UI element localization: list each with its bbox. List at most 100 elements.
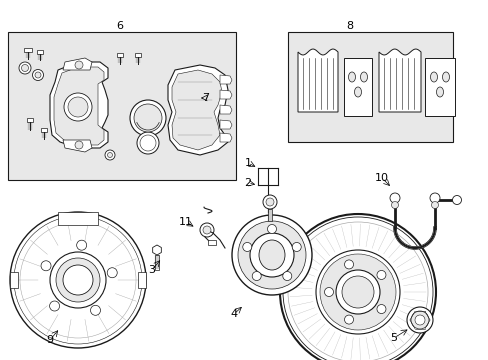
Polygon shape (135, 53, 141, 57)
Circle shape (249, 233, 293, 277)
Circle shape (77, 240, 86, 250)
Circle shape (283, 217, 432, 360)
Text: 10: 10 (374, 173, 388, 183)
Circle shape (75, 141, 83, 149)
Polygon shape (58, 212, 98, 225)
Circle shape (49, 301, 60, 311)
Circle shape (265, 198, 273, 206)
Polygon shape (138, 272, 146, 288)
Circle shape (56, 258, 100, 302)
Circle shape (341, 276, 373, 308)
Circle shape (451, 195, 461, 204)
Bar (287, 32, 452, 142)
Circle shape (282, 271, 291, 280)
Circle shape (21, 64, 28, 72)
Circle shape (203, 226, 210, 234)
Polygon shape (41, 128, 47, 132)
Circle shape (32, 69, 43, 81)
Circle shape (315, 250, 399, 334)
Polygon shape (152, 245, 161, 255)
Polygon shape (220, 105, 231, 114)
Text: 4: 4 (230, 309, 237, 319)
Polygon shape (50, 62, 108, 148)
Text: 9: 9 (46, 335, 54, 345)
Circle shape (414, 315, 424, 325)
Polygon shape (220, 90, 231, 99)
Circle shape (107, 153, 112, 158)
Circle shape (90, 305, 101, 315)
Circle shape (252, 271, 261, 280)
Circle shape (324, 288, 333, 297)
Text: 6: 6 (116, 21, 123, 31)
Circle shape (200, 223, 214, 237)
Circle shape (376, 305, 385, 314)
Circle shape (344, 260, 353, 269)
Circle shape (319, 254, 395, 330)
Circle shape (137, 132, 159, 154)
Polygon shape (168, 65, 227, 155)
Ellipse shape (354, 87, 361, 97)
Polygon shape (172, 70, 222, 150)
Text: 1: 1 (244, 158, 251, 168)
Circle shape (376, 270, 385, 279)
Polygon shape (220, 75, 231, 84)
Polygon shape (220, 133, 231, 142)
Circle shape (267, 225, 276, 234)
Circle shape (64, 93, 92, 121)
Circle shape (50, 252, 106, 308)
Text: 11: 11 (179, 217, 193, 227)
Text: 7: 7 (202, 93, 209, 103)
Circle shape (389, 193, 399, 203)
Ellipse shape (436, 87, 443, 97)
Polygon shape (63, 58, 92, 70)
Circle shape (75, 61, 83, 69)
Bar (8, 32, 236, 180)
Circle shape (19, 62, 31, 74)
Circle shape (10, 212, 146, 348)
Circle shape (280, 214, 435, 360)
Circle shape (63, 265, 93, 295)
Polygon shape (424, 58, 454, 116)
Circle shape (429, 193, 439, 203)
Bar (267, 209, 271, 221)
Circle shape (41, 261, 51, 271)
Circle shape (231, 215, 311, 295)
Circle shape (344, 315, 353, 324)
Polygon shape (220, 120, 231, 129)
Circle shape (242, 243, 251, 252)
Circle shape (238, 221, 305, 289)
Polygon shape (378, 49, 420, 112)
Circle shape (335, 270, 379, 314)
Ellipse shape (442, 72, 448, 82)
Circle shape (430, 202, 438, 208)
Circle shape (292, 243, 301, 252)
Circle shape (406, 307, 432, 333)
Polygon shape (24, 48, 32, 52)
Circle shape (263, 195, 276, 209)
Text: 5: 5 (390, 333, 397, 343)
Circle shape (130, 100, 165, 136)
Polygon shape (297, 49, 337, 112)
Circle shape (410, 311, 428, 329)
Text: 2: 2 (244, 178, 251, 188)
Polygon shape (117, 53, 123, 57)
Ellipse shape (360, 72, 367, 82)
Circle shape (134, 104, 162, 132)
Polygon shape (343, 58, 371, 116)
Circle shape (35, 72, 41, 78)
Text: 3: 3 (148, 265, 155, 275)
Polygon shape (10, 272, 18, 288)
Polygon shape (54, 67, 104, 145)
Polygon shape (63, 140, 92, 152)
Bar (155, 255, 159, 270)
Circle shape (105, 150, 115, 160)
Circle shape (68, 97, 88, 117)
Ellipse shape (259, 240, 285, 270)
Text: 8: 8 (346, 21, 353, 31)
Ellipse shape (348, 72, 355, 82)
Polygon shape (37, 50, 43, 54)
Circle shape (391, 202, 398, 208)
Circle shape (107, 268, 117, 278)
Ellipse shape (429, 72, 437, 82)
Polygon shape (27, 118, 33, 122)
